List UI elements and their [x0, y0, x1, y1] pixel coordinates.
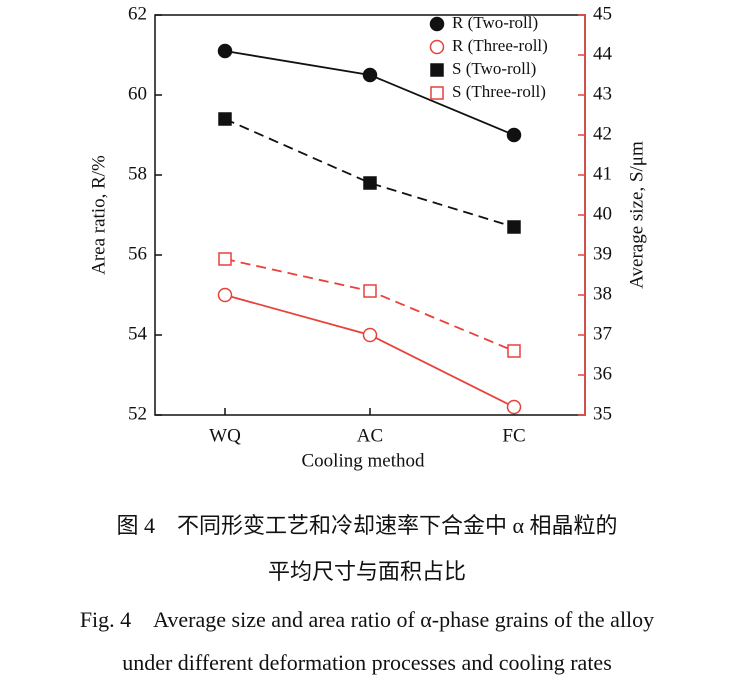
- x-tick-label: AC: [357, 425, 383, 446]
- data-point: [507, 220, 521, 234]
- y2-tick-label: 37: [593, 323, 612, 344]
- y-tick-label: 58: [128, 163, 147, 184]
- data-point: [218, 252, 232, 266]
- legend-label: S (Three-roll): [452, 82, 546, 101]
- legend-label: S (Two-roll): [452, 59, 536, 78]
- data-point: [507, 344, 521, 358]
- data-point: [506, 399, 522, 415]
- legend-marker: [430, 63, 444, 77]
- legend-marker: [430, 86, 444, 100]
- data-point: [362, 67, 378, 83]
- y2-tick-label: 36: [593, 363, 612, 384]
- y2-tick-label: 42: [593, 123, 612, 144]
- x-axis-label: Cooling method: [302, 450, 425, 471]
- data-point: [363, 176, 377, 190]
- data-point: [217, 287, 233, 303]
- data-point: [363, 284, 377, 298]
- caption: under different deformation processes an…: [122, 650, 612, 675]
- y2-tick-label: 40: [593, 203, 612, 224]
- y-axis-label: Area ratio, R/%: [88, 155, 109, 275]
- y2-tick-label: 41: [593, 163, 612, 184]
- y2-axis-label: Average size, S/μm: [626, 141, 647, 289]
- series-line: [224, 118, 515, 228]
- x-tick-label: FC: [502, 425, 525, 446]
- legend-marker: [429, 16, 445, 32]
- x-tick-label: WQ: [209, 425, 241, 446]
- y-tick-label: 52: [128, 403, 147, 424]
- data-point: [218, 112, 232, 126]
- y-tick-label: 62: [128, 3, 147, 24]
- legend-label: R (Three-roll): [452, 36, 548, 55]
- caption: 平均尺寸与面积占比: [268, 559, 466, 584]
- data-point: [506, 127, 522, 143]
- series-line: [224, 294, 515, 408]
- y2-tick-label: 39: [593, 243, 612, 264]
- legend-label: R (Two-roll): [452, 13, 538, 32]
- legend-marker: [429, 39, 445, 55]
- y-tick-label: 56: [128, 243, 147, 264]
- caption: 图 4 不同形变工艺和冷却速率下合金中 α 相晶粒的: [116, 513, 617, 538]
- y2-tick-label: 45: [593, 3, 612, 24]
- data-point: [362, 327, 378, 343]
- caption: Fig. 4 Average size and area ratio of α-…: [80, 607, 654, 632]
- y2-tick-label: 43: [593, 83, 612, 104]
- data-point: [217, 43, 233, 59]
- y-tick-label: 60: [128, 83, 147, 104]
- y2-tick-label: 38: [593, 283, 612, 304]
- y2-tick-label: 44: [593, 43, 613, 64]
- y-tick-label: 54: [128, 323, 148, 344]
- y2-tick-label: 35: [593, 403, 612, 424]
